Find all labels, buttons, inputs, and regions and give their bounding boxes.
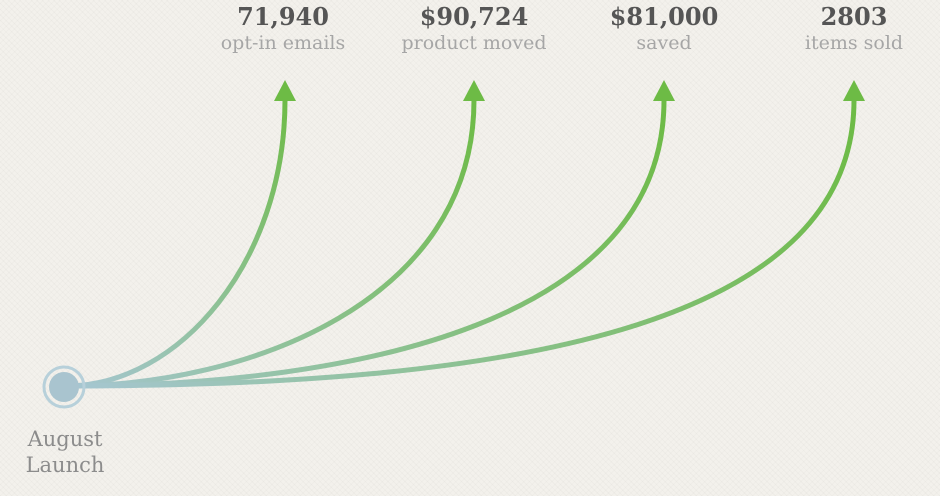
- metric-value: 2803: [820, 2, 888, 31]
- metric-product-moved: $90,724 product moved: [379, 2, 569, 54]
- metric-saved: $81,000 saved: [569, 2, 759, 54]
- arrow-curve-product-moved: [63, 97, 477, 389]
- metric-label: saved: [636, 32, 692, 54]
- metric-label: product moved: [401, 32, 547, 54]
- metric-label: opt-in emails: [220, 32, 346, 54]
- arrow-head-saved: [653, 80, 675, 101]
- metric-items-sold: 2803 items sold: [759, 2, 940, 54]
- metric-label: items sold: [804, 32, 904, 54]
- arrow-head-items-sold: [843, 80, 865, 101]
- metric-value: 71,940: [237, 2, 329, 31]
- origin-node: [42, 365, 86, 409]
- metric-value: $90,724: [419, 2, 529, 31]
- origin-label-line2: Launch: [25, 453, 105, 477]
- arrow-curve-items-sold: [63, 97, 857, 389]
- metric-value: $81,000: [609, 2, 719, 31]
- arrow-head-product-moved: [463, 80, 485, 101]
- origin-label: August Launch: [10, 426, 120, 478]
- arrow-curve-saved: [63, 97, 667, 389]
- metric-opt-in-emails: 71,940 opt-in emails: [188, 2, 378, 54]
- origin-label-line1: August: [27, 427, 103, 451]
- arrow-head-opt-in-emails: [274, 80, 296, 101]
- arrow-curve-opt-in-emails: [63, 97, 288, 389]
